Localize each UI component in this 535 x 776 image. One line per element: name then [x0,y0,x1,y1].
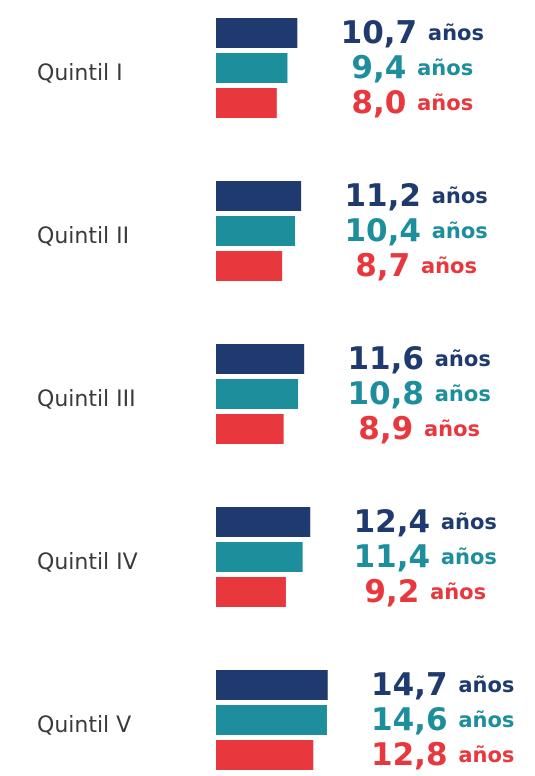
bar [216,577,286,607]
bar [216,53,288,83]
bar [216,216,296,246]
value-label: 12,8 años [371,737,514,773]
value-label: 9,4 años [351,50,473,86]
category-label: Quintil IV [37,550,138,575]
bar [216,507,311,537]
value-label: 8,9 años [358,411,480,447]
bar [216,88,277,118]
value-label: 8,7 años [355,248,477,284]
value-label: 11,6 años [347,341,490,377]
bar [216,18,298,48]
bar [216,740,314,770]
category-label: Quintil V [37,713,131,738]
value-label: 14,7 años [371,667,514,703]
bar [216,379,299,409]
bar [216,251,283,281]
category-label: Quintil III [37,387,136,412]
bar [216,542,303,572]
value-label: 8,0 años [351,85,473,121]
bar [216,414,284,444]
category-label: Quintil I [37,61,123,86]
category-label: Quintil II [37,224,129,249]
bar [216,670,328,700]
value-label: 14,6 años [371,702,514,738]
value-label: 10,7 años [341,15,484,51]
value-label: 10,8 años [347,376,490,412]
bar [216,181,302,211]
bar [216,344,305,374]
value-label: 12,4 años [354,504,497,540]
value-label: 11,2 años [344,178,487,214]
value-label: 10,4 años [344,213,487,249]
value-label: 11,4 años [354,539,497,575]
bar [216,705,327,735]
value-label: 9,2 años [364,574,486,610]
